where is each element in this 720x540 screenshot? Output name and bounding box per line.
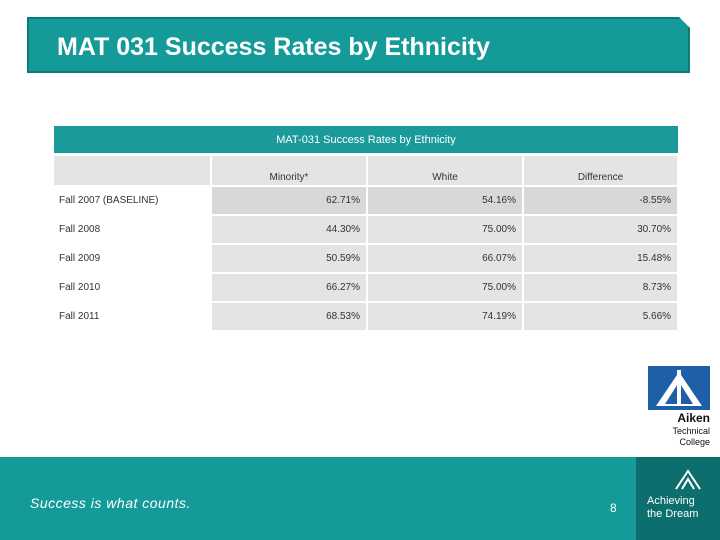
minority-value: 50.59% [211,243,368,273]
title-bar: MAT 031 Success Rates by Ethnicity [27,17,690,73]
row-label: Fall 2009 [54,243,212,273]
atd-line1: Achieving [647,495,695,507]
header-white: White [367,154,524,186]
table-row: Fall 2010 66.27% 75.00% 8.73% [54,272,680,302]
white-value: 75.00% [367,272,524,302]
aiken-logo-icon [648,366,710,410]
table-row: Fall 2011 68.53% 74.19% 5.66% [54,301,680,330]
difference-value: 30.70% [523,214,680,244]
achieving-the-dream-block: Achieving the Dream [636,457,720,540]
atd-line2: the Dream [647,508,699,520]
slogan-text: Success is what counts. [30,495,191,511]
table-caption: MAT-031 Success Rates by Ethnicity [54,126,679,156]
minority-value: 68.53% [211,301,368,330]
atd-logo-text: Achieving the Dream [647,495,698,521]
minority-value: 62.71% [211,185,368,215]
page-number: 8 [610,501,617,515]
row-label: Fall 2010 [54,272,212,302]
difference-value: 5.66% [523,301,680,330]
table-row: Fall 2009 50.59% 66.07% 15.48% [54,243,680,273]
table-header-row: Minority* White Difference [54,154,680,186]
white-value: 66.07% [367,243,524,273]
success-rates-table: MAT-031 Success Rates by Ethnicity Minor… [54,126,680,330]
slide-title: MAT 031 Success Rates by Ethnicity [57,33,491,61]
footer-bar: Success is what counts. 8 [0,457,636,540]
minority-value: 66.27% [211,272,368,302]
row-label: Fall 2008 [54,214,212,244]
table-caption-row: MAT-031 Success Rates by Ethnicity [54,126,679,156]
white-value: 75.00% [367,214,524,244]
aiken-line2: Technical [672,426,710,436]
header-difference: Difference [523,154,680,186]
minority-value: 44.30% [211,214,368,244]
white-value: 74.19% [367,301,524,330]
difference-value: 15.48% [523,243,680,273]
row-label: Fall 2011 [54,301,212,330]
row-label: Fall 2007 (BASELINE) [54,185,212,215]
table-row: Fall 2007 (BASELINE) 62.71% 54.16% -8.55… [54,185,680,215]
white-value: 54.16% [367,185,524,215]
header-minority: Minority* [211,154,368,186]
difference-value: -8.55% [523,185,680,215]
aiken-line1: Aiken [677,411,710,425]
table-row: Fall 2008 44.30% 75.00% 30.70% [54,214,680,244]
difference-value: 8.73% [523,272,680,302]
achieving-the-dream-icon [675,469,701,490]
aiken-technical-college-logo: Aiken Technical College [648,366,710,450]
header-empty [54,154,212,186]
aiken-line3: College [679,437,710,447]
